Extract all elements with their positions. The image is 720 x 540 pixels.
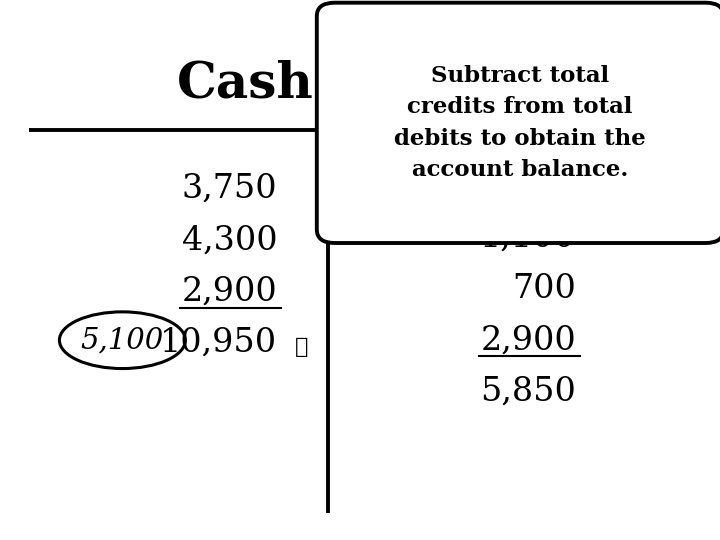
Text: 5,100: 5,100: [81, 326, 164, 354]
Text: 3,750: 3,750: [181, 173, 277, 205]
Text: 10,950: 10,950: [160, 327, 277, 359]
Text: Cash: Cash: [176, 59, 313, 108]
Text: 2,900: 2,900: [181, 275, 277, 308]
Text: 4,300: 4,300: [181, 224, 277, 256]
Text: Subtract total
credits from total
debits to obtain the
account balance.: Subtract total credits from total debits…: [395, 65, 646, 181]
Text: 1,100: 1,100: [480, 221, 576, 254]
Text: 5,850: 5,850: [480, 375, 576, 408]
FancyBboxPatch shape: [317, 3, 720, 243]
Text: 2,900: 2,900: [480, 324, 576, 356]
Text: ✓: ✓: [295, 336, 309, 358]
Text: 700: 700: [512, 273, 576, 305]
